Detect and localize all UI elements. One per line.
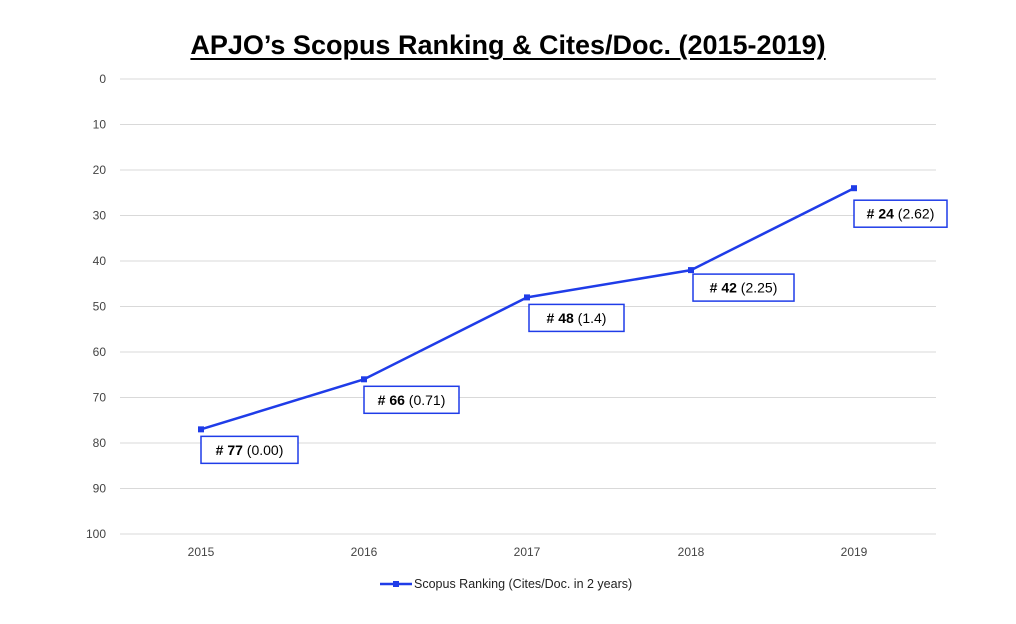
data-label-text: # 24 (2.62) xyxy=(867,206,935,222)
gridlines xyxy=(120,78,936,535)
y-tick-label: 80 xyxy=(93,436,107,450)
y-tick-label: 0 xyxy=(99,72,106,86)
data-label-box xyxy=(853,199,948,228)
rank-value: # 77 xyxy=(216,442,243,458)
rank-value: # 24 xyxy=(867,206,894,222)
y-tick-label: 30 xyxy=(93,209,107,223)
y-tick-label: 100 xyxy=(86,527,106,541)
y-tick-label: 70 xyxy=(93,391,107,405)
x-tick-label: 2018 xyxy=(678,545,705,559)
legend-label: Scopus Ranking (Cites/Doc. in 2 years) xyxy=(414,577,632,591)
data-label-box xyxy=(200,435,299,465)
data-label-text: # 66 (0.71) xyxy=(378,392,446,408)
data-point-marker xyxy=(688,267,694,274)
cites-value: (1.4) xyxy=(574,310,607,326)
data-point-marker xyxy=(198,426,204,433)
series-scopus-ranking xyxy=(198,185,857,433)
data-label: # 24 (2.62) xyxy=(853,199,948,228)
x-tick-label: 2016 xyxy=(351,545,378,559)
data-point-marker xyxy=(361,376,367,383)
cites-value: (0.00) xyxy=(243,442,283,458)
series-line xyxy=(200,187,855,431)
data-label-text: # 48 (1.4) xyxy=(547,310,607,326)
y-tick-label: 90 xyxy=(93,482,107,496)
y-tick-label: 10 xyxy=(93,118,107,132)
cites-value: (0.71) xyxy=(405,392,445,408)
rank-value: # 48 xyxy=(547,310,574,326)
y-tick-label: 40 xyxy=(93,254,107,268)
data-point-marker xyxy=(851,185,857,192)
data-label-box xyxy=(363,385,460,415)
x-axis-tick-labels: 2015 2016 2017 2018 2019 xyxy=(188,545,868,559)
data-point-marker xyxy=(524,294,530,301)
rank-value: # 42 xyxy=(710,280,737,296)
data-label-box xyxy=(528,303,625,333)
cites-value: (2.25) xyxy=(737,280,777,296)
data-label-text: # 42 (2.25) xyxy=(710,280,778,296)
data-labels: # 77 (0.00) # 66 (0.71) # 48 (1.4) # 42 (2.… xyxy=(200,199,948,465)
data-label-box xyxy=(692,273,795,302)
y-tick-label: 20 xyxy=(93,163,107,177)
x-tick-label: 2015 xyxy=(188,545,215,559)
x-tick-label: 2019 xyxy=(841,545,868,559)
y-axis-tick-labels: 0 10 20 30 40 50 60 70 80 90 100 xyxy=(86,72,106,541)
x-tick-label: 2017 xyxy=(514,545,541,559)
chart-title: APJO’s Scopus Ranking & Cites/Doc. (2015… xyxy=(190,30,826,60)
data-label: # 42 (2.25) xyxy=(692,273,795,302)
data-label: # 48 (1.4) xyxy=(528,303,625,333)
rank-value: # 66 xyxy=(378,392,405,408)
legend-marker-swatch xyxy=(393,581,399,587)
data-label: # 66 (0.71) xyxy=(363,385,460,415)
cites-value: (2.62) xyxy=(894,206,934,222)
y-tick-label: 50 xyxy=(93,300,107,314)
data-label: # 77 (0.00) xyxy=(200,435,299,465)
legend: Scopus Ranking (Cites/Doc. in 2 years) xyxy=(380,577,632,591)
y-tick-label: 60 xyxy=(93,345,107,359)
data-label-text: # 77 (0.00) xyxy=(216,442,284,458)
